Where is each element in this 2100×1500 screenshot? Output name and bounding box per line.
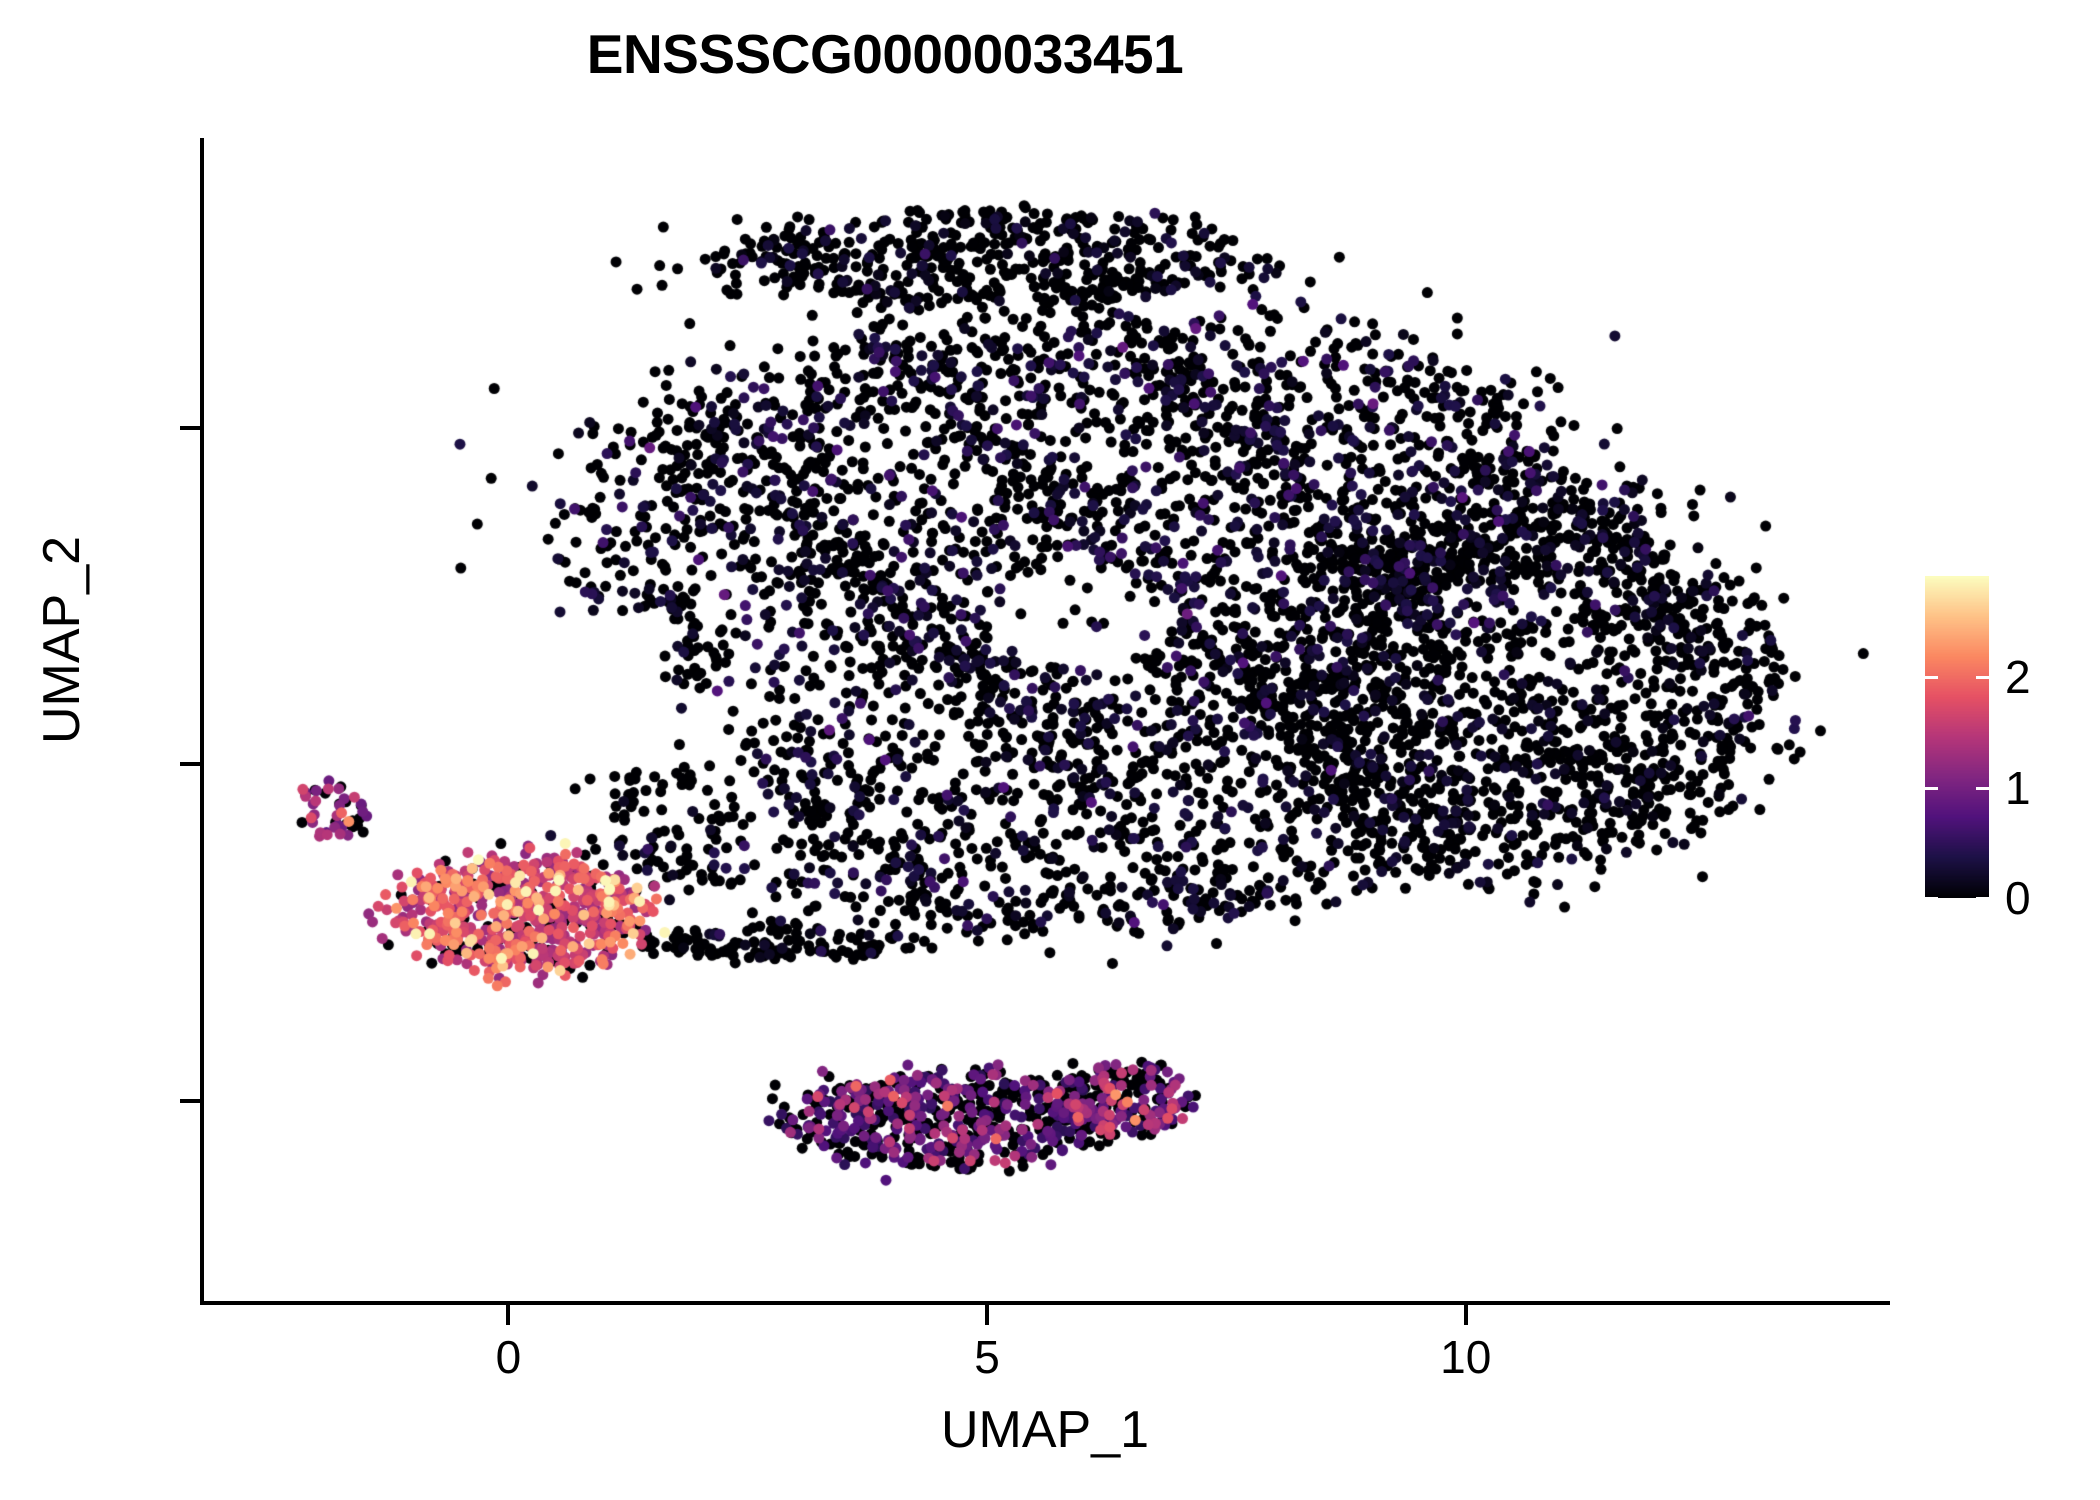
color-legend: 0 1 2 [1925,576,2085,924]
x-tick-mark [985,1305,990,1325]
y-axis-line [200,138,204,1305]
x-axis-line [200,1301,1890,1305]
legend-colorbar [1925,576,1989,898]
x-axis-title: UMAP_1 [940,1401,1150,1459]
y-tick-mark [180,425,200,430]
x-tick-label: 10 [1440,1331,1492,1383]
y-axis-title: UMAP_2 [33,535,91,745]
scatter-plot-panel [202,138,1887,1303]
x-tick-label: 5 [974,1331,1000,1383]
legend-tick-label: 0 [2005,872,2031,924]
x-tick-mark [506,1305,511,1325]
x-tick-label: 0 [495,1331,522,1383]
scatter-points-canvas [202,138,1887,1303]
y-tick-mark [180,1098,200,1103]
page-title: ENSSSCG00000033451 [586,23,1184,85]
x-tick-mark [1463,1305,1468,1325]
legend-tick-label: 1 [2005,761,2031,814]
y-tick-mark [180,762,200,767]
legend-tick-label: 2 [2005,651,2031,704]
